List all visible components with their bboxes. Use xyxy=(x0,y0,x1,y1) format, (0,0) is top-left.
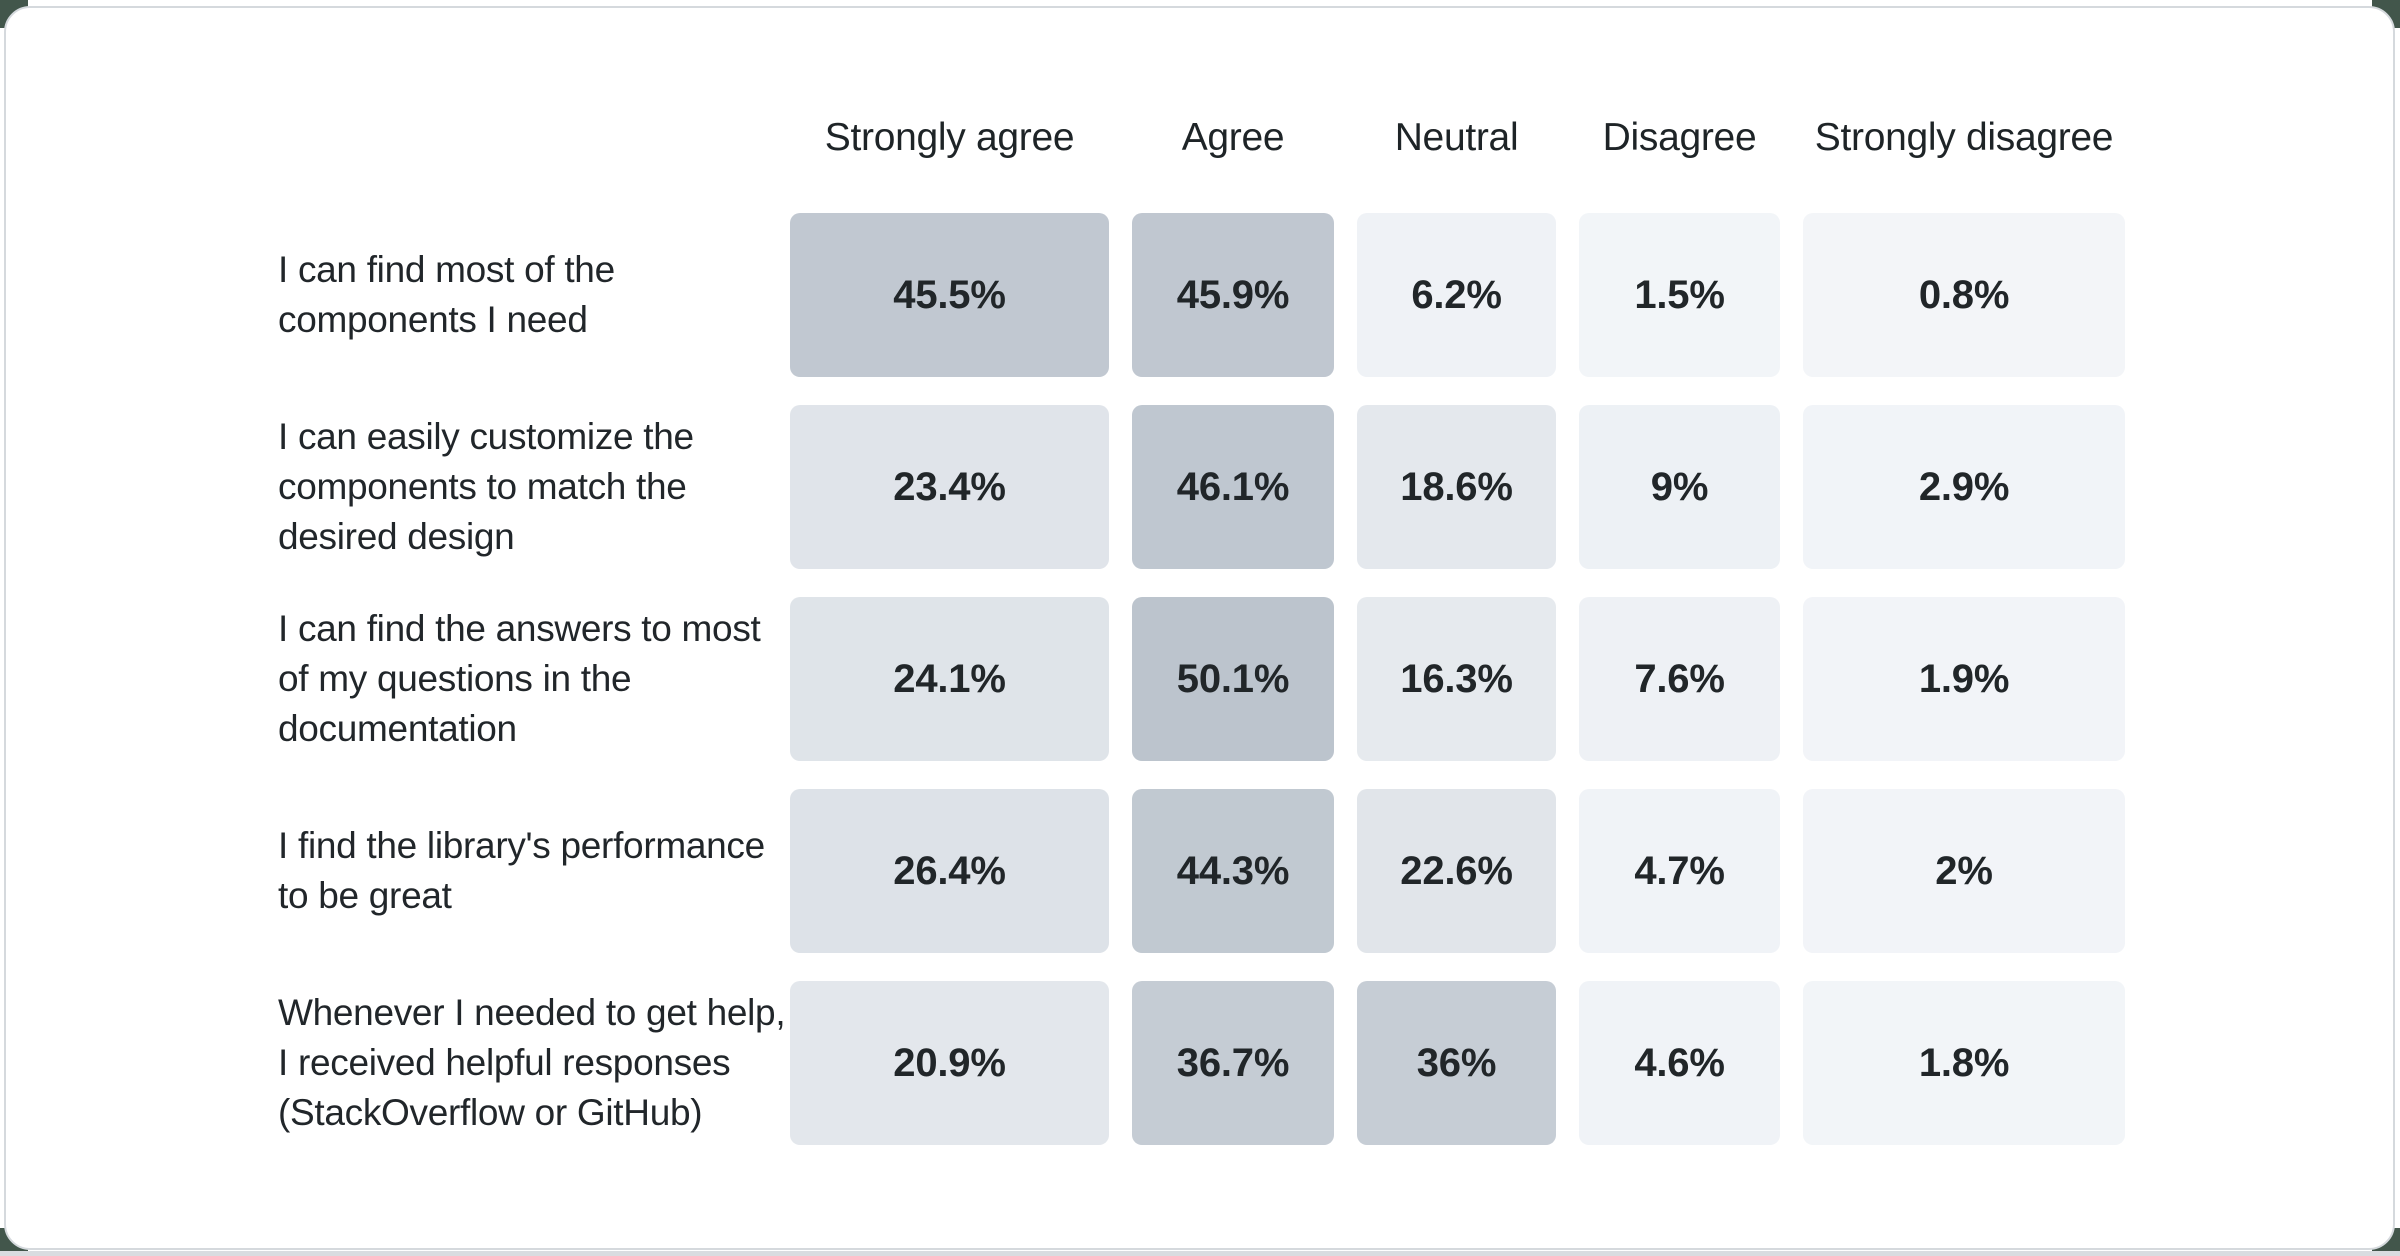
row-label: Whenever I needed to get help, I receive… xyxy=(278,992,786,1133)
heatmap-cell: 4.7% xyxy=(1579,789,1780,953)
heatmap-cell: 4.6% xyxy=(1579,981,1780,1145)
heatmap-cell: 36.7% xyxy=(1132,981,1334,1145)
heatmap-cell: 50.1% xyxy=(1132,597,1334,761)
heatmap-cell: 0.8% xyxy=(1803,213,2125,377)
heatmap-cell: 1.8% xyxy=(1803,981,2125,1145)
heatmap-cell: 1.9% xyxy=(1803,597,2125,761)
row-label: I can find the answers to most of my que… xyxy=(278,608,761,749)
heatmap-cell: 16.3% xyxy=(1357,597,1556,761)
heatmap-cell: 2.9% xyxy=(1803,405,2125,569)
heatmap-cell: 7.6% xyxy=(1579,597,1780,761)
column-header: Strongly disagree xyxy=(1814,116,2114,159)
likert-heatmap-table: Strongly agree Agree Neutral Disagree Strong… xyxy=(278,101,2125,1145)
column-header: Disagree xyxy=(1602,116,1757,159)
heatmap-cell: 6.2% xyxy=(1357,213,1556,377)
heatmap-cell: 20.9% xyxy=(790,981,1109,1145)
heatmap-cell: 24.1% xyxy=(790,597,1109,761)
header-spacer xyxy=(278,101,767,185)
heatmap-cell: 22.6% xyxy=(1357,789,1556,953)
row-label: I can find most of the components I need xyxy=(278,249,615,340)
heatmap-cell: 23.4% xyxy=(790,405,1109,569)
survey-results-card: Strongly agree Agree Neutral Disagree Strong… xyxy=(4,6,2395,1250)
heatmap-cell: 46.1% xyxy=(1132,405,1334,569)
heatmap-cell: 45.9% xyxy=(1132,213,1334,377)
heatmap-cell: 44.3% xyxy=(1132,789,1334,953)
heatmap-cell: 1.5% xyxy=(1579,213,1780,377)
backdrop-bottom-strip xyxy=(0,1251,2400,1256)
column-header: Agree xyxy=(1181,116,1285,159)
row-label: I can easily customize the components to… xyxy=(278,416,694,557)
heatmap-cell: 45.5% xyxy=(790,213,1109,377)
column-header: Strongly agree xyxy=(824,116,1075,159)
column-header: Neutral xyxy=(1394,116,1519,159)
heatmap-cell: 36% xyxy=(1357,981,1556,1145)
heatmap-cell: 9% xyxy=(1579,405,1780,569)
heatmap-cell: 26.4% xyxy=(790,789,1109,953)
heatmap-cell: 2% xyxy=(1803,789,2125,953)
heatmap-cell: 18.6% xyxy=(1357,405,1556,569)
row-label: I find the library's performance to be g… xyxy=(278,825,765,916)
